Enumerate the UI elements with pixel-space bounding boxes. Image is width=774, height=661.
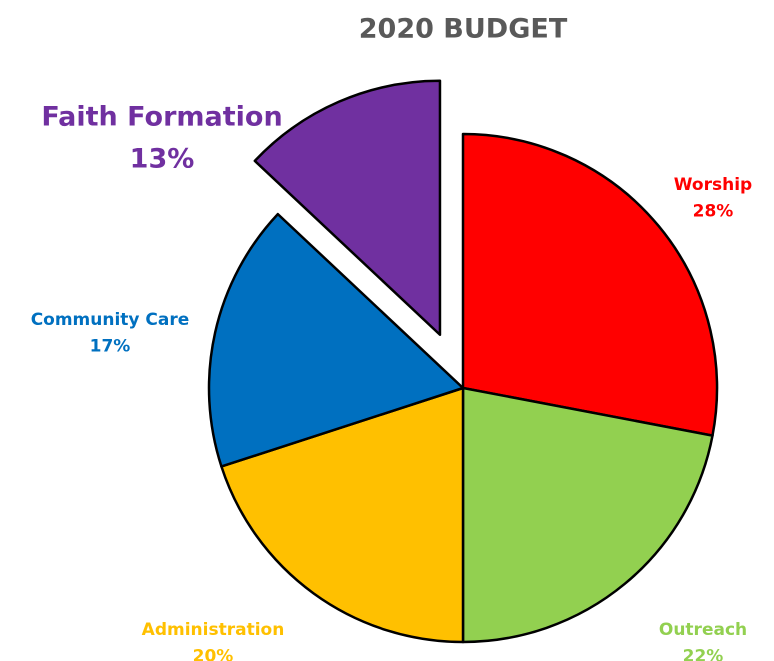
chart-title: 2020 BUDGET <box>359 14 568 45</box>
slice-label: Faith Formation <box>41 102 282 133</box>
slice-label: Worship <box>674 175 752 195</box>
slice-label: Outreach <box>659 620 747 640</box>
slice-value-label: 17% <box>90 336 131 356</box>
slice-value-label: 28% <box>693 201 734 221</box>
slice-value-label: 20% <box>193 646 234 661</box>
pie-slice <box>207 212 465 468</box>
pie-slice <box>253 79 442 337</box>
slice-label: Community Care <box>31 310 190 330</box>
slice-value-label: 13% <box>130 143 195 174</box>
slice-value-label: 22% <box>683 646 724 661</box>
slice-label: Administration <box>142 620 285 640</box>
pie-slice <box>461 132 719 437</box>
pie-slice <box>461 386 714 644</box>
pie-slice <box>220 386 465 644</box>
